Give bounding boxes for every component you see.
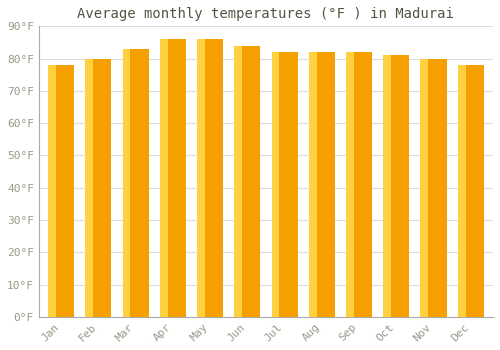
Bar (160, 39, 168, 317)
Bar (420, 58, 446, 317)
Bar (420, 58, 428, 317)
Bar (86, 58, 112, 317)
Bar (234, 46, 260, 317)
Bar (160, 39, 186, 317)
Bar (308, 52, 335, 317)
Bar (86, 58, 93, 317)
Bar (383, 55, 409, 317)
Bar (122, 49, 148, 317)
Bar (346, 52, 354, 317)
Bar (272, 52, 297, 317)
Bar (272, 52, 280, 317)
Bar (308, 52, 316, 317)
Bar (122, 49, 130, 317)
Bar (234, 46, 242, 317)
Bar (48, 65, 74, 317)
Bar (48, 65, 56, 317)
Bar (383, 55, 391, 317)
Title: Average monthly temperatures (°F ) in Madurai: Average monthly temperatures (°F ) in Ma… (78, 7, 454, 21)
Bar (197, 39, 205, 317)
Bar (458, 65, 483, 317)
Bar (197, 39, 223, 317)
Bar (346, 52, 372, 317)
Bar (458, 65, 466, 317)
